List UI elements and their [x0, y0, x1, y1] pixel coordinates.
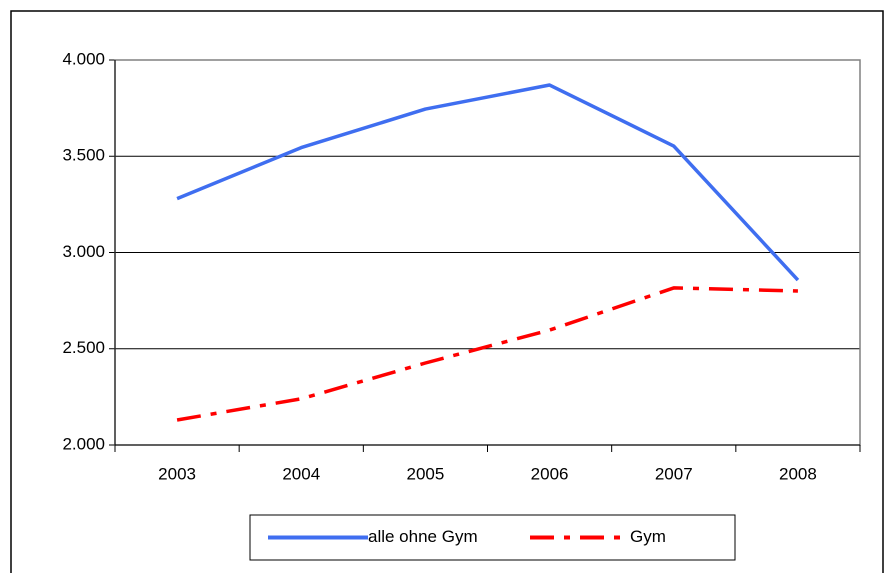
series-line	[176, 83, 800, 282]
legend-label: Gym	[630, 527, 666, 546]
x-tick-label: 2003	[158, 464, 196, 483]
chart-border	[10, 10, 884, 573]
y-tick-label: 2.000	[62, 434, 105, 453]
y-tick-label: 2.500	[62, 338, 105, 357]
series-line	[176, 286, 798, 422]
x-tick-label: 2004	[282, 464, 320, 483]
y-tick-label: 4.000	[62, 49, 105, 68]
x-tick-label: 2005	[407, 464, 445, 483]
legend-label: alle ohne Gym	[368, 527, 478, 546]
y-tick-label: 3.000	[62, 242, 105, 261]
x-tick-label: 2008	[779, 464, 817, 483]
x-tick-label: 2007	[655, 464, 693, 483]
x-tick-label: 2006	[531, 464, 569, 483]
y-tick-label: 3.500	[62, 146, 105, 165]
